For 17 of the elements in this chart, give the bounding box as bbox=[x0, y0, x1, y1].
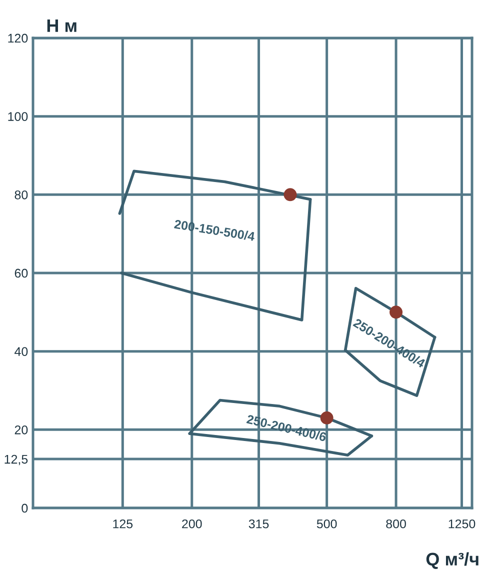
y-tick-label: 100 bbox=[8, 112, 28, 121]
x-tick-label: 500 bbox=[316, 519, 337, 528]
y-tick-label: 40 bbox=[14, 347, 28, 356]
y-tick-label: 20 bbox=[14, 425, 28, 434]
x-tick-label: 200 bbox=[182, 519, 202, 528]
y-tick-label: 120 bbox=[8, 34, 28, 43]
y-tick-label: 0 bbox=[22, 504, 28, 513]
x-axis-title: Q м³/ч bbox=[426, 552, 478, 569]
y-tick-label: 60 bbox=[14, 268, 28, 278]
y-tick-label: 12,5 bbox=[4, 454, 28, 466]
y-axis-title: H м bbox=[47, 19, 76, 32]
x-tick-label: 1250 bbox=[448, 519, 476, 528]
text: 200-150-500/4 bbox=[174, 219, 256, 242]
y-tick-label: 80 bbox=[14, 190, 28, 200]
x-tick-label: 315 bbox=[248, 519, 269, 528]
x-tick-label: 800 bbox=[386, 519, 406, 528]
x-tick-label: 125 bbox=[113, 519, 133, 528]
